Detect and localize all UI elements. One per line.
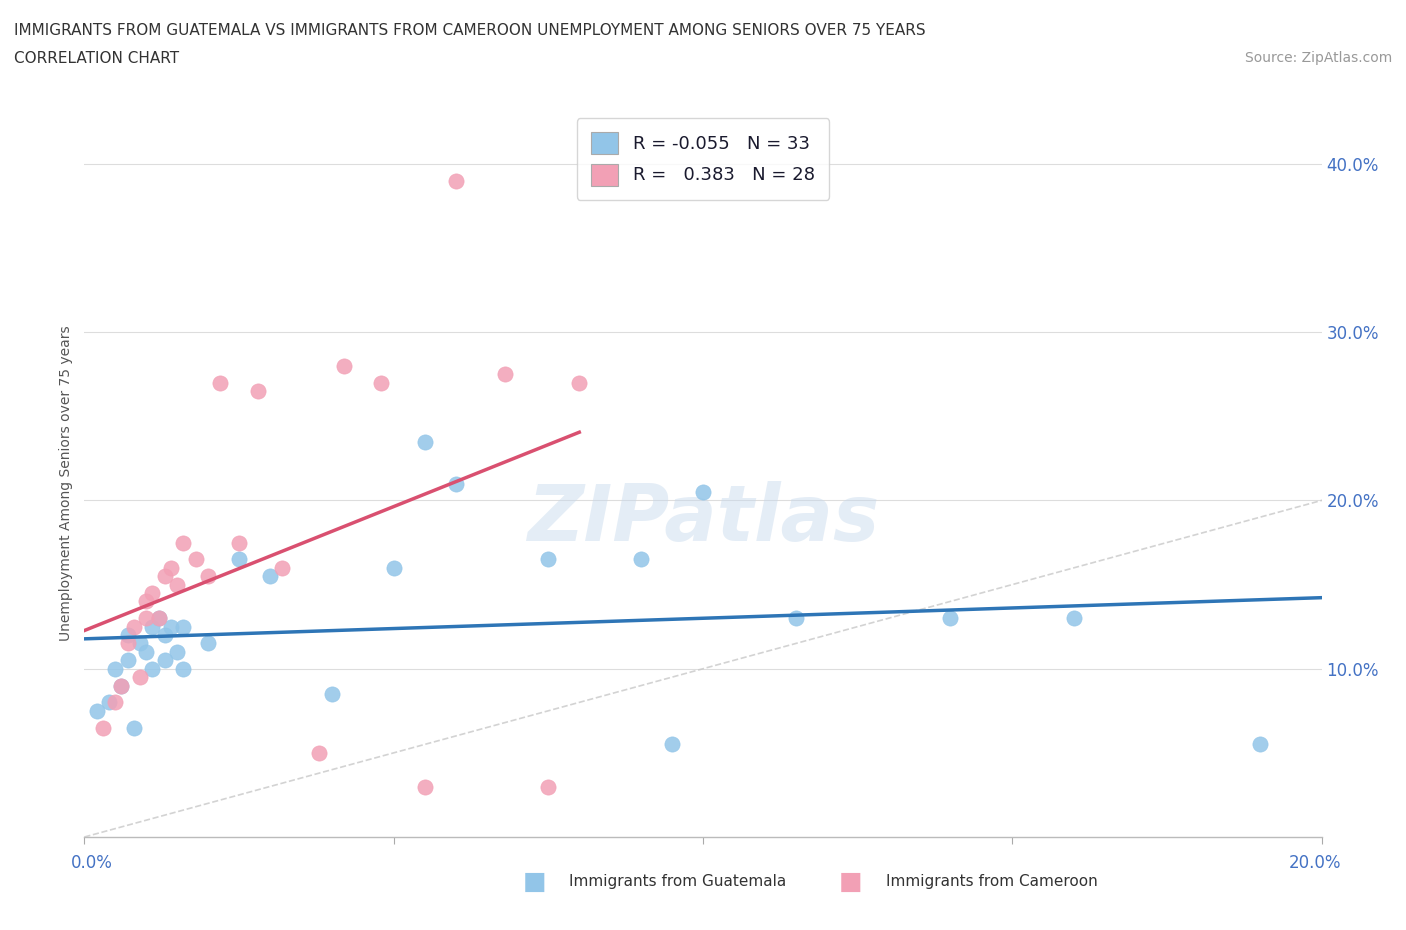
Point xyxy=(160,619,183,634)
Point xyxy=(568,375,591,390)
Point xyxy=(129,670,152,684)
Point xyxy=(148,611,170,626)
Point xyxy=(382,560,405,575)
Point xyxy=(259,569,281,584)
Point xyxy=(91,720,114,735)
Point xyxy=(135,611,157,626)
Point xyxy=(141,619,163,634)
Point xyxy=(537,551,560,566)
Point xyxy=(630,551,652,566)
Point xyxy=(122,619,145,634)
Point xyxy=(444,476,467,491)
Point xyxy=(228,551,250,566)
Point xyxy=(413,434,436,449)
Point xyxy=(228,535,250,550)
Point xyxy=(321,686,343,701)
Point xyxy=(166,644,188,659)
Text: ZIPatlas: ZIPatlas xyxy=(527,481,879,557)
Point xyxy=(197,569,219,584)
Point xyxy=(117,636,139,651)
Point xyxy=(86,703,108,718)
Text: ■: ■ xyxy=(839,870,862,894)
Point xyxy=(370,375,392,390)
Point xyxy=(117,628,139,643)
Point xyxy=(308,746,330,761)
Point xyxy=(110,678,132,693)
Point xyxy=(246,383,269,398)
Point xyxy=(785,611,807,626)
Point xyxy=(172,535,194,550)
Point xyxy=(197,636,219,651)
Y-axis label: Unemployment Among Seniors over 75 years: Unemployment Among Seniors over 75 years xyxy=(59,326,73,642)
Text: Source: ZipAtlas.com: Source: ZipAtlas.com xyxy=(1244,51,1392,65)
Point xyxy=(271,560,294,575)
Text: 20.0%: 20.0% xyxy=(1288,854,1341,872)
Point xyxy=(537,779,560,794)
Point xyxy=(104,695,127,710)
Point xyxy=(141,586,163,601)
Text: ■: ■ xyxy=(523,870,546,894)
Point xyxy=(184,551,207,566)
Legend: R = -0.055   N = 33, R =   0.383   N = 28: R = -0.055 N = 33, R = 0.383 N = 28 xyxy=(576,118,830,200)
Point xyxy=(661,737,683,751)
Point xyxy=(129,636,152,651)
Point xyxy=(692,485,714,499)
Point xyxy=(153,653,176,668)
Point xyxy=(153,628,176,643)
Point xyxy=(104,661,127,676)
Point xyxy=(135,644,157,659)
Point xyxy=(1063,611,1085,626)
Point xyxy=(160,560,183,575)
Text: IMMIGRANTS FROM GUATEMALA VS IMMIGRANTS FROM CAMEROON UNEMPLOYMENT AMONG SENIORS: IMMIGRANTS FROM GUATEMALA VS IMMIGRANTS … xyxy=(14,23,925,38)
Point xyxy=(148,611,170,626)
Point xyxy=(135,594,157,609)
Point xyxy=(413,779,436,794)
Point xyxy=(166,578,188,592)
Point xyxy=(98,695,121,710)
Point xyxy=(172,661,194,676)
Point xyxy=(939,611,962,626)
Point xyxy=(494,366,516,381)
Point xyxy=(153,569,176,584)
Point xyxy=(141,661,163,676)
Point xyxy=(1249,737,1271,751)
Point xyxy=(110,678,132,693)
Point xyxy=(117,653,139,668)
Point xyxy=(444,173,467,188)
Point xyxy=(209,375,232,390)
Point xyxy=(333,358,356,373)
Point xyxy=(172,619,194,634)
Text: Immigrants from Cameroon: Immigrants from Cameroon xyxy=(886,874,1098,889)
Text: CORRELATION CHART: CORRELATION CHART xyxy=(14,51,179,66)
Text: Immigrants from Guatemala: Immigrants from Guatemala xyxy=(569,874,787,889)
Text: 0.0%: 0.0% xyxy=(70,854,112,872)
Point xyxy=(122,720,145,735)
